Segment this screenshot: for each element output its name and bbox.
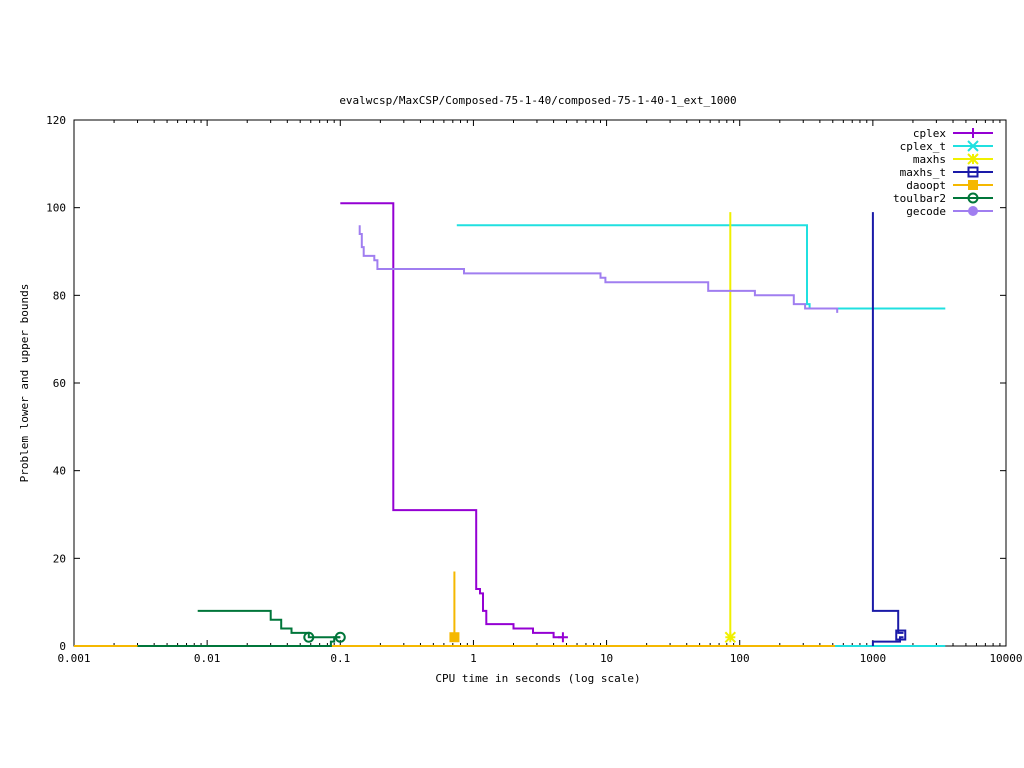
x-axis-label: CPU time in seconds (log scale) — [435, 672, 640, 685]
legend-marker-swatch — [967, 140, 979, 152]
legend-entry-daoopt: daoopt — [906, 179, 993, 192]
series-daoopt — [74, 571, 835, 647]
plot-frame — [73, 119, 1007, 647]
legend-entry-maxhs: maxhs — [913, 153, 993, 166]
x-tick-label: 10 — [600, 652, 613, 665]
series-cplex — [340, 202, 568, 643]
legend-label: cplex — [913, 127, 946, 140]
series-gecode — [358, 225, 839, 313]
cplex-upper-bound-line — [340, 202, 563, 639]
x-tick-label: 0.1 — [330, 652, 350, 665]
x-tick-label: 1000 — [860, 652, 887, 665]
legend-marker-swatch — [968, 206, 978, 216]
legend-marker-swatch — [968, 128, 978, 138]
legend-entry-maxhs_t: maxhs_t — [900, 166, 993, 179]
legend-label: maxhs — [913, 153, 946, 166]
x-tick-label: 10000 — [989, 652, 1022, 665]
legend-label: daoopt — [906, 179, 946, 192]
y-tick-label: 80 — [53, 289, 66, 302]
legend-label: toulbar2 — [893, 192, 946, 205]
maxhs_t-lower-bound-line — [871, 636, 904, 646]
legend-marker-swatch — [967, 166, 979, 178]
x-tick-label: 0.001 — [57, 652, 90, 665]
maxhs_t-upper-bound-line — [871, 212, 904, 634]
daoopt-point-marker — [449, 632, 460, 643]
legend-entry-cplex_t: cplex_t — [900, 140, 993, 153]
legend-marker-swatch — [968, 180, 978, 190]
legend-entry-gecode: gecode — [906, 205, 993, 218]
x-tick-label: 1 — [470, 652, 477, 665]
toulbar2-upper-bound-line — [197, 609, 341, 639]
maxhs-point-marker — [724, 631, 737, 643]
legend-label: maxhs_t — [900, 166, 946, 179]
series-maxhs — [724, 212, 737, 643]
x-tick-label: 0.01 — [194, 652, 221, 665]
y-tick-label: 120 — [46, 114, 66, 127]
toulbar2-point-marker — [334, 631, 346, 643]
gecode-upper-bound-line — [358, 225, 839, 313]
y-tick-label: 20 — [53, 552, 66, 565]
axes: 0.001 0.01 0.1 1 10 100 1000 10000 0 20 40 60 80 100 1… — [46, 114, 1022, 665]
legend-label: gecode — [906, 205, 946, 218]
series-maxhs_t — [871, 212, 907, 646]
legend-marker-swatch — [967, 192, 979, 204]
x-tick-label: 100 — [730, 652, 750, 665]
chart-title: evalwcsp/MaxCSP/Composed-75-1-40/compose… — [339, 94, 736, 107]
y-tick-label: 100 — [46, 202, 66, 215]
y-tick-label: 40 — [53, 465, 66, 478]
series-toulbar2 — [137, 609, 346, 647]
y-axis-label: Problem lower and upper bounds — [18, 284, 31, 483]
y-tick-label: 60 — [53, 377, 66, 390]
plot-series — [74, 202, 946, 647]
legend-marker-swatch — [967, 153, 979, 165]
legend-entry-toulbar2: toulbar2 — [893, 192, 993, 205]
legend-label: cplex_t — [900, 140, 946, 153]
maxhs_t-point-marker — [895, 629, 907, 641]
legend-entry-cplex: cplex — [913, 127, 993, 140]
toulbar2-point-marker — [303, 631, 315, 643]
legend: cplexcplex_tmaxhsmaxhs_tdaoopttoulbar2ge… — [893, 127, 993, 218]
y-tick-label: 0 — [59, 640, 66, 653]
cplex-point-marker — [557, 632, 568, 643]
